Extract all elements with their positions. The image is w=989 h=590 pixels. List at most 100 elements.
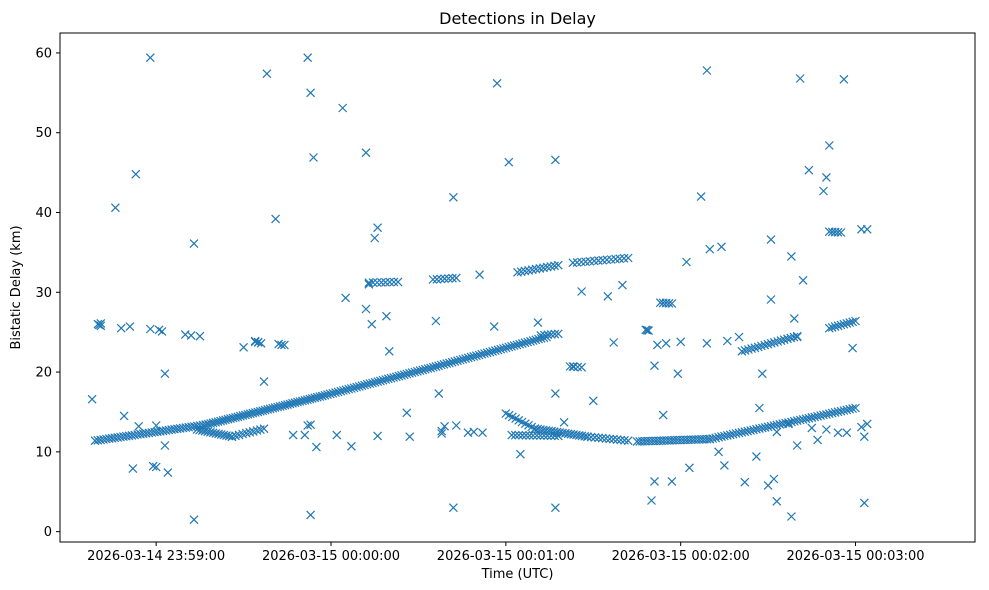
data-point-marker [283,400,292,410]
data-point-marker [588,396,598,406]
data-point-marker [539,263,548,273]
data-point-marker [273,402,283,412]
data-point-marker [603,291,613,301]
data-point-marker [798,275,808,285]
data-point-marker [833,321,843,331]
data-point-marker [507,430,517,440]
data-point-marker [315,392,325,402]
data-point-marker [189,239,199,249]
data-point-marker [365,379,375,389]
data-point-marker [288,430,298,440]
data-point-marker [367,319,377,329]
data-point-marker [328,388,338,398]
data-point-marker [734,332,744,342]
data-point-marker [437,426,447,436]
data-point-marker [203,427,213,437]
data-point-marker [471,351,481,361]
data-point-marker [650,476,659,486]
data-point-marker [620,435,629,445]
data-point-marker [248,408,258,418]
data-point-marker [405,368,414,378]
data-point-marker [740,477,750,487]
y-axis: 0 10 20 30 40 50 60 [35,46,60,540]
data-point-marker [496,344,506,354]
data-point-marker [719,460,729,470]
data-point-marker [275,401,285,411]
data-point-marker [821,425,831,434]
data-point-marker [444,358,454,368]
data-point-marker [553,431,563,441]
data-point-marker [577,287,587,296]
data-point-marker [300,395,310,405]
data-point-marker [258,406,268,416]
data-point-marker [213,417,223,427]
data-point-marker [590,432,600,442]
data-point-marker [836,228,846,237]
data-point-marker [412,366,422,376]
data-point-marker [402,408,412,418]
data-point-marker [285,399,295,409]
data-point-marker [145,324,155,334]
data-point-marker [747,344,757,354]
y-tick-label: 20 [35,366,52,381]
data-point-marker [253,337,263,347]
data-point-marker [528,431,538,440]
data-point-marker [617,280,627,290]
data-point-marker [262,69,272,79]
y-tick-label: 10 [35,445,52,460]
data-point-marker [498,344,508,353]
data-point-marker [259,377,269,387]
data-point-marker [241,428,251,438]
data-point-marker [550,503,560,513]
data-point-marker [458,354,468,364]
data-point-marker [842,428,852,438]
data-point-marker [208,418,218,428]
data-point-marker [642,325,652,335]
data-point-marker [753,342,763,352]
data-point-marker [528,336,538,346]
y-tick-label: 50 [35,126,52,141]
data-point-marker [842,318,852,328]
data-point-marker [543,431,552,441]
data-point-marker [776,336,786,346]
data-point-marker [859,432,869,442]
data-point-marker [437,429,447,438]
data-point-marker [525,336,535,346]
data-point-marker [515,449,525,459]
data-point-marker [786,333,796,343]
data-point-marker [226,414,235,424]
data-point-marker [789,332,799,342]
data-point-marker [582,432,592,442]
data-point-marker [368,278,378,288]
data-point-marker [197,426,207,436]
data-point-marker [623,253,633,263]
data-point-marker [393,277,403,287]
data-point-marker [447,357,457,367]
data-point-marker [160,369,170,379]
data-point-marker [833,227,843,237]
data-point-marker [702,66,712,75]
data-point-marker [839,74,849,84]
data-point-marker [839,319,849,329]
data-point-marker [754,403,764,413]
data-point-marker [125,322,135,332]
data-point-marker [381,375,391,384]
data-point-marker [312,392,322,402]
data-point-marker [440,274,450,284]
data-point-marker [378,375,388,385]
data-point-marker [851,316,860,326]
x-tick-label: 2026-03-15 00:03:00 [786,549,924,564]
data-point-marker [373,223,383,233]
data-point-marker [786,512,796,521]
data-point-marker [722,336,732,346]
data-point-marker [450,356,460,366]
data-point-marker [616,435,626,445]
data-point-marker [804,165,814,175]
data-point-marker [325,389,335,399]
data-point-marker [354,381,364,391]
data-point-marker [364,278,374,288]
data-point-marker [439,359,449,369]
data-point-marker [134,421,144,431]
data-point-marker [451,273,461,283]
data-point-marker [263,404,273,414]
